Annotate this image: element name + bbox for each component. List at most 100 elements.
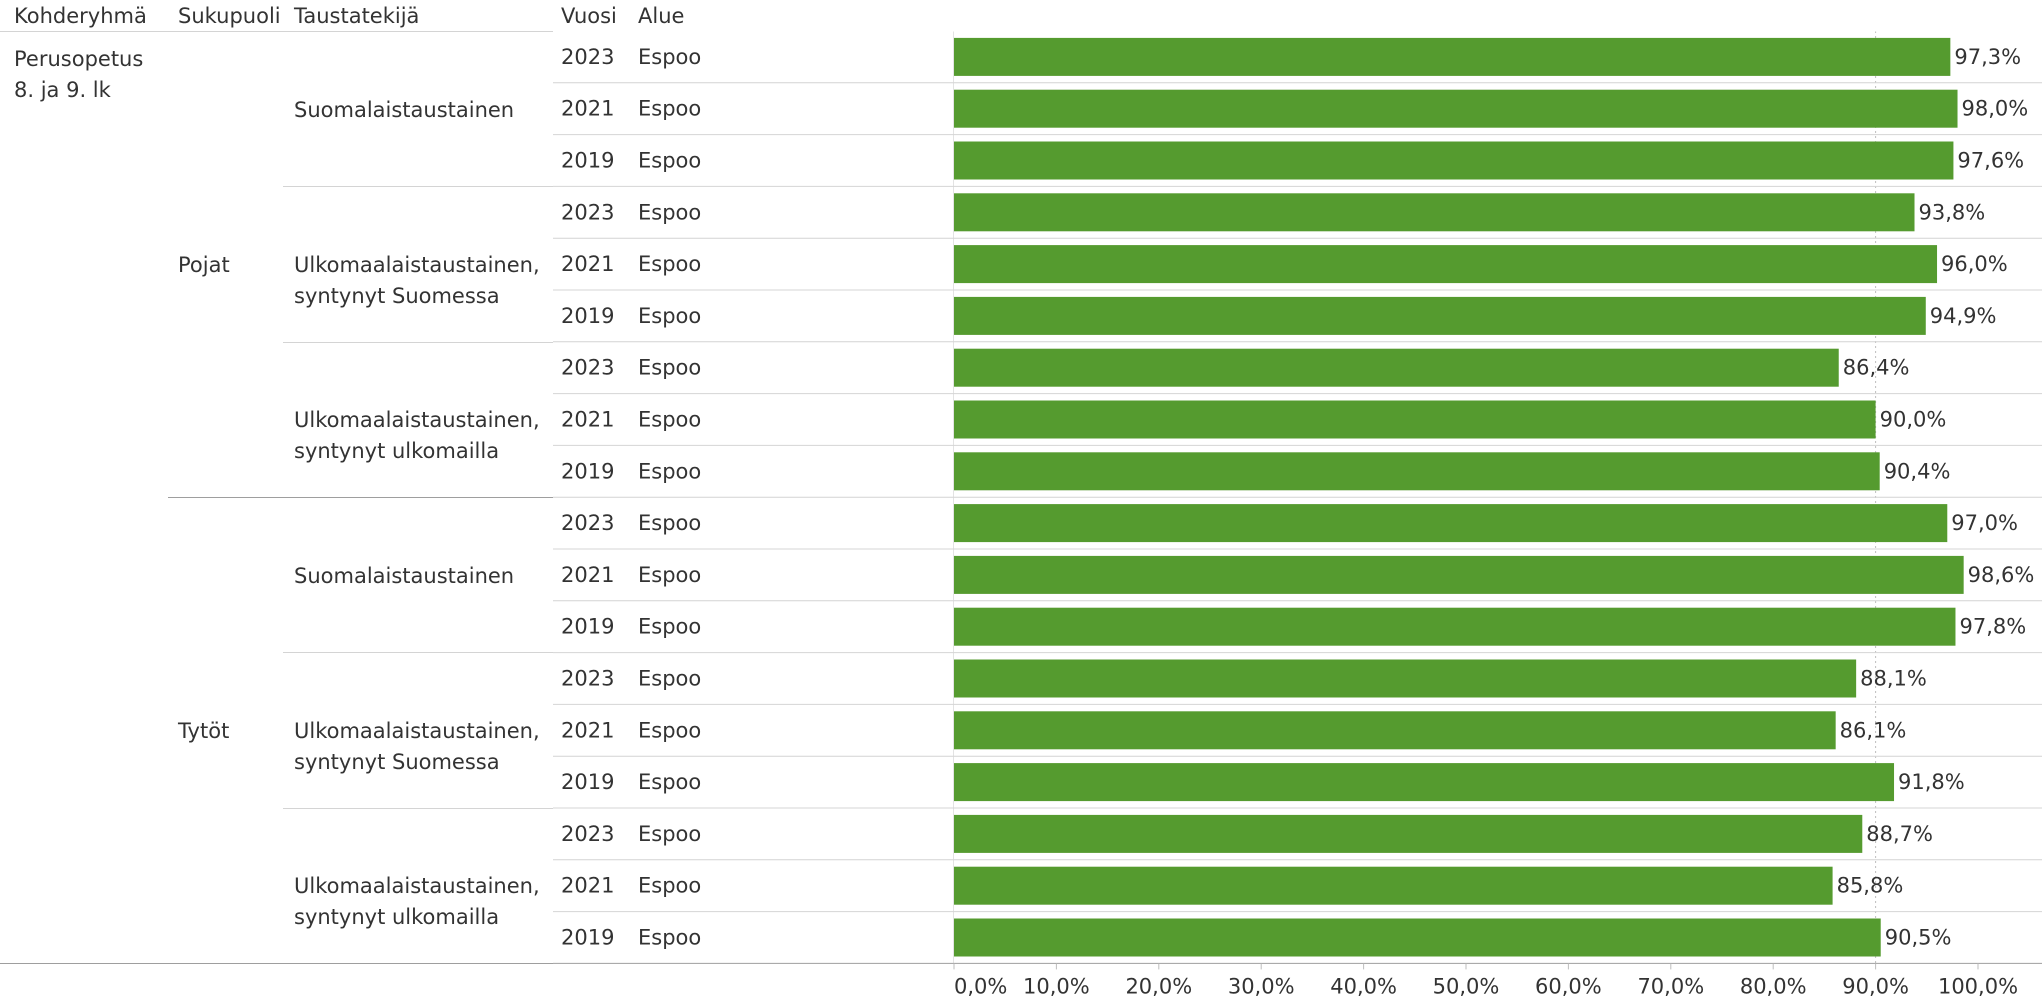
background-label-ulk-ulkomailla-tytot-line1: Ulkomaalaistaustainen,	[294, 874, 540, 898]
header-alue: Alue	[638, 4, 685, 28]
year-label: 2023	[561, 45, 614, 69]
year-label: 2021	[561, 874, 614, 898]
gender-label-pojat: Pojat	[178, 253, 230, 277]
background-label-ulk-ulkomailla-pojat-line2: syntynyt ulkomailla	[294, 439, 500, 463]
kohderyhma-label-line1: Perusopetus	[14, 47, 144, 71]
background-separator	[283, 342, 553, 343]
area-label: Espoo	[638, 459, 701, 483]
area-label: Espoo	[638, 874, 701, 898]
bar-value-label: 86,4%	[1843, 356, 1910, 380]
area-label: Espoo	[638, 97, 701, 121]
x-tick-label: 50,0%	[1433, 974, 1500, 998]
area-label: Espoo	[638, 45, 701, 69]
bar	[954, 504, 1948, 543]
background-label-ulk-ulkomailla-pojat-line1: Ulkomaalaistaustainen,	[294, 408, 540, 432]
area-label: Espoo	[638, 408, 701, 432]
bar-value-label: 96,0%	[1941, 252, 2008, 276]
bar-value-label: 93,8%	[1919, 200, 1986, 224]
background-label-suomalaistaustainen-pojat: Suomalaistaustainen	[294, 98, 515, 122]
header-taustatekija: Taustatekijä	[294, 4, 420, 28]
header-kohderyhma: Kohderyhmä	[14, 4, 147, 28]
area-label: Espoo	[638, 563, 701, 587]
bar-value-label: 90,5%	[1885, 926, 1952, 950]
x-tick-label: 90,0%	[1842, 974, 1909, 998]
year-label: 2021	[561, 97, 614, 121]
gender-separator	[168, 497, 553, 498]
header-vuosi: Vuosi	[561, 4, 617, 28]
bar-value-label: 85,8%	[1837, 874, 1904, 898]
x-tick-label: 70,0%	[1637, 974, 1704, 998]
x-tick-label: 80,0%	[1740, 974, 1807, 998]
bar-value-label: 94,9%	[1930, 304, 1997, 328]
bar	[954, 711, 1836, 750]
background-label-ulk-suomessa-tytot-line1: Ulkomaalaistaustainen,	[294, 719, 540, 743]
bar-value-label: 97,6%	[1957, 149, 2024, 173]
bar-value-label: 97,3%	[1954, 45, 2021, 69]
year-label: 2021	[561, 252, 614, 276]
area-label: Espoo	[638, 718, 701, 742]
bar	[954, 348, 1839, 387]
year-label: 2021	[561, 718, 614, 742]
kohderyhma-label-line2: 8. ja 9. lk	[14, 78, 111, 102]
bar-value-label: 97,0%	[1951, 511, 2018, 535]
background-separator	[283, 652, 553, 653]
header-separator	[0, 31, 553, 32]
year-label: 2023	[561, 356, 614, 380]
bar	[954, 607, 1956, 646]
area-label: Espoo	[638, 149, 701, 173]
bar	[954, 555, 1964, 594]
x-tick-label: 10,0%	[1023, 974, 1090, 998]
year-label: 2019	[561, 615, 614, 639]
bar	[954, 918, 1881, 957]
area-label: Espoo	[638, 926, 701, 950]
bar-value-label: 91,8%	[1898, 770, 1965, 794]
area-label: Espoo	[638, 511, 701, 535]
area-label: Espoo	[638, 615, 701, 639]
bar	[954, 89, 1958, 128]
bar	[954, 866, 1833, 905]
area-label: Espoo	[638, 770, 701, 794]
bar	[954, 296, 1926, 335]
header-sukupuoli: Sukupuoli	[178, 4, 281, 28]
bar-value-label: 98,0%	[1962, 97, 2029, 121]
bar	[954, 245, 1938, 284]
year-label: 2019	[561, 149, 614, 173]
bar-value-label: 88,7%	[1866, 822, 1933, 846]
bar	[954, 193, 1915, 232]
background-label-ulk-suomessa-tytot-line2: syntynyt Suomessa	[294, 750, 500, 774]
bar-value-label: 97,8%	[1959, 615, 2026, 639]
area-label: Espoo	[638, 200, 701, 224]
year-label: 2019	[561, 304, 614, 328]
year-label: 2023	[561, 822, 614, 846]
year-label: 2021	[561, 563, 614, 587]
gender-label-tytot: Tytöt	[178, 719, 230, 743]
bar-value-label: 86,1%	[1840, 718, 1907, 742]
bar	[954, 141, 1954, 180]
bar-value-label: 88,1%	[1860, 667, 1927, 691]
background-label-ulk-suomessa-pojat-line2: syntynyt Suomessa	[294, 284, 500, 308]
year-label: 2019	[561, 926, 614, 950]
background-label-ulk-ulkomailla-tytot-line2: syntynyt ulkomailla	[294, 905, 500, 929]
year-label: 2021	[561, 408, 614, 432]
x-tick-label: 0,0%	[954, 974, 1007, 998]
bar	[954, 452, 1880, 491]
x-tick-label: 60,0%	[1535, 974, 1602, 998]
year-label: 2023	[561, 511, 614, 535]
bar	[954, 814, 1863, 853]
background-label-suomalaistaustainen-tytot: Suomalaistaustainen	[294, 564, 515, 588]
area-label: Espoo	[638, 822, 701, 846]
area-label: Espoo	[638, 304, 701, 328]
year-label: 2019	[561, 770, 614, 794]
bar	[954, 400, 1876, 439]
bar-value-label: 90,0%	[1880, 408, 1947, 432]
year-label: 2023	[561, 667, 614, 691]
year-label: 2023	[561, 200, 614, 224]
bar	[954, 659, 1857, 698]
bar-value-label: 90,4%	[1884, 459, 1951, 483]
background-separator	[283, 186, 553, 187]
area-label: Espoo	[638, 667, 701, 691]
x-tick-label: 30,0%	[1228, 974, 1295, 998]
bar-value-label: 98,6%	[1968, 563, 2035, 587]
area-label: Espoo	[638, 252, 701, 276]
background-separator	[283, 808, 553, 809]
